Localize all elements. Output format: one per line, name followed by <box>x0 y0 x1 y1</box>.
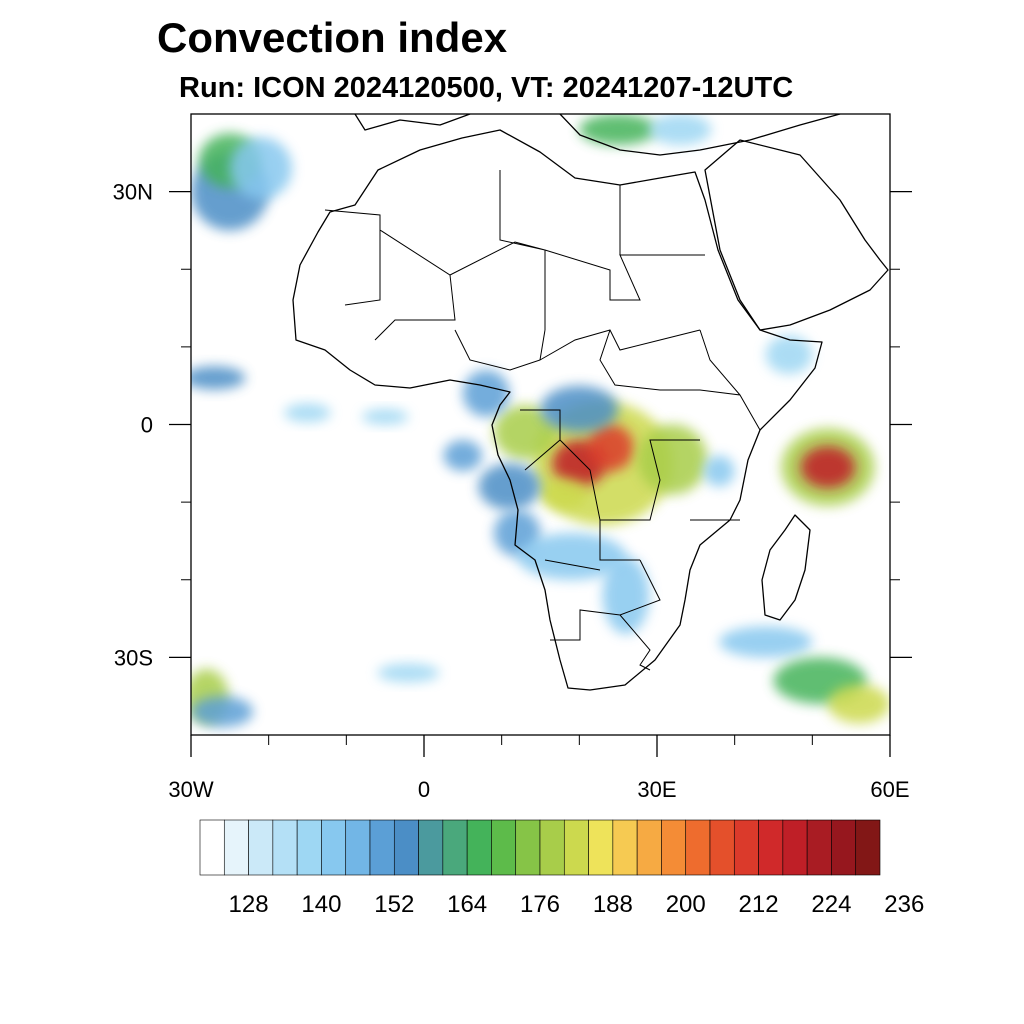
colorbar-label: 224 <box>811 891 851 918</box>
country-borders <box>324 170 761 671</box>
convection-cell <box>361 408 409 425</box>
colorbar-swatch <box>418 819 444 876</box>
colorbar-swatch <box>855 819 881 876</box>
convection-field <box>191 114 890 728</box>
colorbar-swatch <box>758 819 784 876</box>
lon-tick-label: 30W <box>168 777 213 802</box>
colorbar-swatch <box>393 819 419 876</box>
colorbar-label: 212 <box>739 891 779 918</box>
colorbar-swatch <box>466 819 492 876</box>
convection-cell <box>284 403 331 423</box>
colorbar-swatch <box>296 819 322 876</box>
colorbar-swatch <box>491 819 517 876</box>
convection-cell <box>443 440 483 472</box>
convection-cell <box>191 696 254 728</box>
convection-cell <box>540 478 588 510</box>
colorbar-label: 200 <box>666 891 706 918</box>
colorbar-swatch <box>369 819 395 876</box>
convection-cell <box>462 370 510 417</box>
convection-cell <box>191 366 246 390</box>
colorbar-swatch <box>199 819 225 876</box>
colorbar-swatch <box>515 819 541 876</box>
convection-cell <box>800 446 856 489</box>
colorbar-swatch <box>782 819 808 876</box>
colorbar-label: 140 <box>301 891 341 918</box>
convection-cell <box>827 684 890 724</box>
colorbar-swatch <box>806 819 832 876</box>
convection-cell <box>765 335 813 375</box>
convection-cell <box>540 385 619 433</box>
convection-cell <box>517 533 626 580</box>
colorbar-swatch <box>588 819 614 876</box>
colorbar-swatch <box>709 819 735 876</box>
colorbar-swatch <box>321 819 347 876</box>
colorbar-swatch <box>685 819 711 876</box>
convection-cell <box>478 463 541 510</box>
plot-frame: 30W 0 30E 60E 30N 0 30S <box>113 113 912 802</box>
arabian-peninsula-coastline <box>704 139 889 331</box>
lat-tick-label: 30N <box>113 180 153 205</box>
convection-cell <box>493 405 557 460</box>
convection-cell <box>703 455 735 487</box>
colorbar-label: 176 <box>520 891 560 918</box>
convection-cell <box>637 424 708 495</box>
colorbar-swatch <box>223 819 249 876</box>
convection-cell <box>719 626 813 658</box>
lat-tick-label: 30S <box>114 645 153 670</box>
convection-cell <box>649 114 712 146</box>
lon-tick-label: 30E <box>637 777 676 802</box>
lon-tick-label: 60E <box>870 777 909 802</box>
colorbar-label: 128 <box>229 891 269 918</box>
madagascar-coastline <box>761 514 811 621</box>
colorbar-swatch <box>563 819 589 876</box>
colorbar-swatch <box>661 819 687 876</box>
colorbar-swatch <box>733 819 759 876</box>
map-title: Convection index <box>157 14 508 61</box>
colorbar-label: 164 <box>447 891 487 918</box>
convection-cell <box>229 137 292 200</box>
colorbar-swatch <box>539 819 565 876</box>
convection-cell <box>377 663 440 683</box>
colorbar-swatch <box>612 819 638 876</box>
colorbar-swatch <box>442 819 468 876</box>
colorbar-label: 236 <box>884 891 924 918</box>
colorbar-swatch <box>831 819 857 876</box>
colorbar-label: 152 <box>374 891 414 918</box>
colorbar-swatch <box>345 819 371 876</box>
convection-cell <box>579 114 657 146</box>
europe-coastline <box>354 114 841 156</box>
lat-tick-label: 0 <box>141 413 153 438</box>
colorbar-swatch <box>636 819 662 876</box>
colorbar: 128 140 152 164 176 188 200 212 224 236 <box>199 819 924 918</box>
map-subtitle: Run: ICON 2024120500, VT: 20241207-12UTC <box>179 72 794 104</box>
lon-tick-label: 0 <box>418 777 430 802</box>
colorbar-label: 188 <box>593 891 633 918</box>
convection-cell <box>587 424 634 472</box>
colorbar-swatch <box>248 819 274 876</box>
colorbar-swatch <box>272 819 298 876</box>
